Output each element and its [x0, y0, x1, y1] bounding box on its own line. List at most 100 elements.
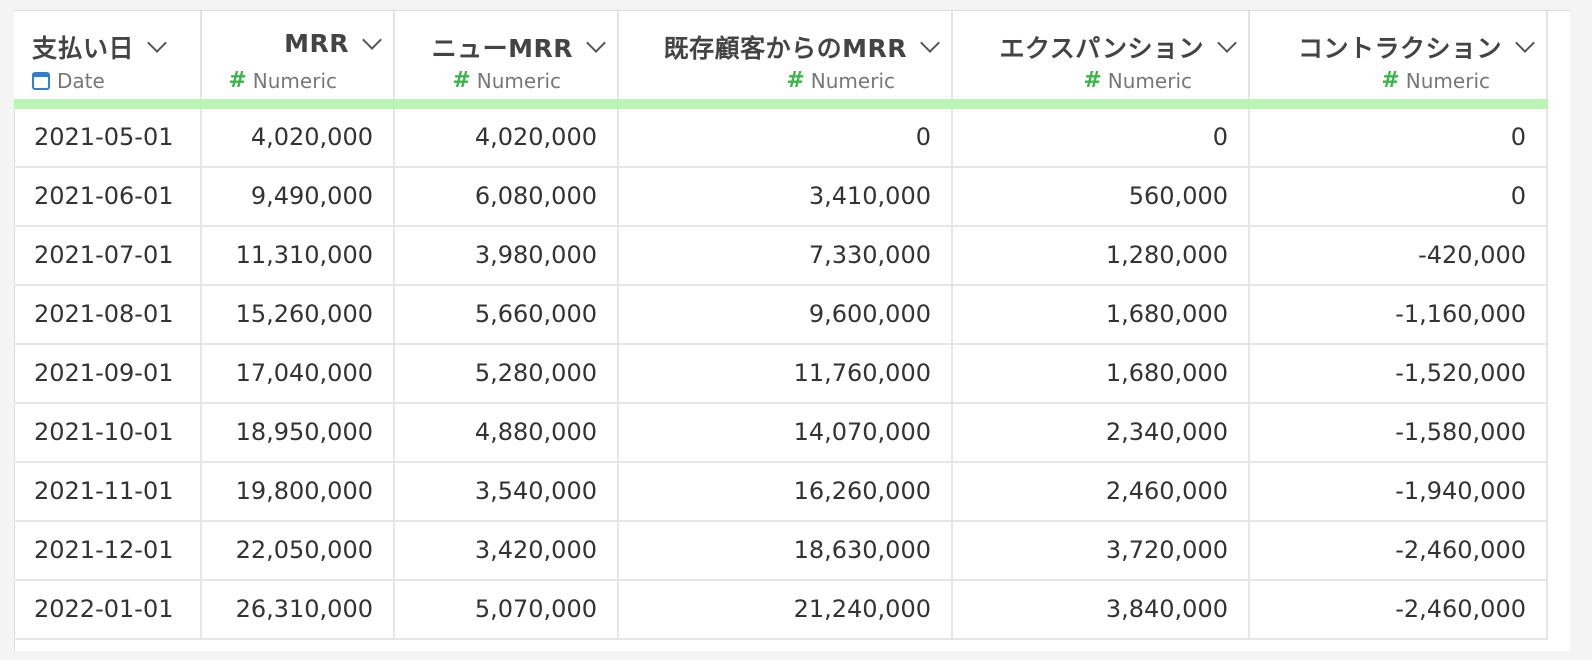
table-cell[interactable]: 7,330,000	[619, 227, 953, 284]
table-cell[interactable]: 2021-06-01	[14, 168, 202, 225]
column-title: 既存顧客からのMRR	[663, 34, 907, 63]
column-title: ニューMRR	[431, 34, 573, 63]
table-row[interactable]: 2021-09-01 17,040,000 5,280,000 11,760,000 1…	[14, 345, 1548, 404]
table-cell[interactable]: 0	[953, 109, 1250, 166]
hash-icon: #	[1381, 68, 1400, 93]
column-type-line: # Numeric	[1268, 69, 1490, 93]
table-cell[interactable]: 19,800,000	[202, 463, 395, 520]
column-type-line: Date	[32, 69, 144, 93]
column-header-existing-mrr[interactable]: 既存顧客からのMRR # Numeric	[619, 11, 953, 99]
table-cell[interactable]: -2,460,000	[1250, 581, 1548, 638]
table-cell[interactable]: -1,520,000	[1250, 345, 1548, 402]
table-cell[interactable]: 14,070,000	[619, 404, 953, 461]
table-cell[interactable]: 2022-01-01	[14, 581, 202, 638]
table-cell[interactable]: 22,050,000	[202, 522, 395, 579]
column-title-line: エクスパンション	[971, 29, 1237, 65]
table-row[interactable]: 2021-08-01 15,260,000 5,660,000 9,600,000 1,…	[14, 286, 1548, 345]
column-title: MRR	[284, 29, 349, 58]
table-cell[interactable]: 2,340,000	[953, 404, 1250, 461]
table-row[interactable]: 2022-01-01 26,310,000 5,070,000 21,240,000 3…	[14, 581, 1548, 640]
chevron-down-icon[interactable]	[586, 33, 606, 53]
column-header-contraction[interactable]: コントラクション # Numeric	[1250, 11, 1548, 99]
column-header-payment-date[interactable]: 支払い日 Date	[14, 11, 202, 99]
table-cell[interactable]: 560,000	[953, 168, 1250, 225]
table-cell[interactable]: 18,630,000	[619, 522, 953, 579]
table-cell[interactable]: 11,310,000	[202, 227, 395, 284]
table-cell[interactable]: 5,070,000	[395, 581, 619, 638]
table-cell[interactable]: 9,600,000	[619, 286, 953, 343]
table-cell[interactable]: 9,490,000	[202, 168, 395, 225]
table-body: 2021-05-01 4,020,000 4,020,000 0 0 0 2021-06-0…	[14, 109, 1548, 640]
table-cell[interactable]: 1,280,000	[953, 227, 1250, 284]
table-cell[interactable]: 11,760,000	[619, 345, 953, 402]
table-cell[interactable]: 3,980,000	[395, 227, 619, 284]
column-type-label: Date	[57, 69, 105, 93]
table-row[interactable]: 2021-07-01 11,310,000 3,980,000 7,330,000 1,…	[14, 227, 1548, 286]
table-cell[interactable]: 0	[619, 109, 953, 166]
column-type-label: Numeric	[252, 69, 337, 93]
chevron-down-icon[interactable]	[147, 33, 167, 53]
table-cell[interactable]: 3,720,000	[953, 522, 1250, 579]
column-title: 支払い日	[32, 34, 135, 63]
column-title: エクスパンション	[999, 34, 1204, 63]
table-cell[interactable]: -420,000	[1250, 227, 1548, 284]
chevron-down-icon[interactable]	[362, 29, 382, 50]
hash-icon: #	[452, 68, 471, 93]
table-cell[interactable]: -2,460,000	[1250, 522, 1548, 579]
column-title-line: コントラクション	[1268, 29, 1535, 65]
column-header-expansion[interactable]: エクスパンション # Numeric	[953, 11, 1250, 99]
table-cell[interactable]: 16,260,000	[619, 463, 953, 520]
table-cell[interactable]: 3,840,000	[953, 581, 1250, 638]
table-cell[interactable]: 15,260,000	[202, 286, 395, 343]
table-cell[interactable]: 4,880,000	[395, 404, 619, 461]
column-type-label: Numeric	[1107, 69, 1192, 93]
column-header-new-mrr[interactable]: ニューMRR # Numeric	[395, 11, 619, 99]
table-row[interactable]: 2021-12-01 22,050,000 3,420,000 18,630,000 3…	[14, 522, 1548, 581]
table-cell[interactable]: 6,080,000	[395, 168, 619, 225]
table-cell[interactable]: 3,410,000	[619, 168, 953, 225]
table-cell[interactable]: 4,020,000	[202, 109, 395, 166]
column-type-line: # Numeric	[220, 69, 337, 93]
calendar-icon	[32, 72, 50, 90]
table-cell[interactable]: -1,160,000	[1250, 286, 1548, 343]
column-title-line: ニューMRR	[413, 29, 606, 65]
table-cell[interactable]: -1,940,000	[1250, 463, 1548, 520]
table-cell[interactable]: 1,680,000	[953, 345, 1250, 402]
table-cell[interactable]: 2021-12-01	[14, 522, 202, 579]
table-row[interactable]: 2021-10-01 18,950,000 4,880,000 14,070,000 2…	[14, 404, 1548, 463]
table-row[interactable]: 2021-06-01 9,490,000 6,080,000 3,410,000 560…	[14, 168, 1548, 227]
table-row[interactable]: 2021-05-01 4,020,000 4,020,000 0 0 0	[14, 109, 1548, 168]
table-cell[interactable]: 0	[1250, 109, 1548, 166]
hash-icon: #	[1083, 68, 1102, 93]
table-cell[interactable]: 3,540,000	[395, 463, 619, 520]
column-title: コントラクション	[1297, 34, 1502, 63]
table-cell[interactable]: 21,240,000	[619, 581, 953, 638]
hash-icon: #	[228, 68, 247, 93]
table-cell[interactable]: 3,420,000	[395, 522, 619, 579]
table-cell[interactable]: 2021-07-01	[14, 227, 202, 284]
table-cell[interactable]: 5,280,000	[395, 345, 619, 402]
table-cell[interactable]: 17,040,000	[202, 345, 395, 402]
column-title-line: 支払い日	[32, 29, 186, 65]
chevron-down-icon[interactable]	[1515, 33, 1535, 53]
table-cell[interactable]: 1,680,000	[953, 286, 1250, 343]
table-cell[interactable]: 4,020,000	[395, 109, 619, 166]
table-cell[interactable]: 2,460,000	[953, 463, 1250, 520]
column-type-label: Numeric	[476, 69, 561, 93]
chevron-down-icon[interactable]	[1217, 33, 1237, 53]
chevron-down-icon[interactable]	[920, 33, 940, 53]
table-cell[interactable]: 5,660,000	[395, 286, 619, 343]
table-cell[interactable]: 2021-05-01	[14, 109, 202, 166]
table-cell[interactable]: 2021-11-01	[14, 463, 202, 520]
table-cell[interactable]: 0	[1250, 168, 1548, 225]
table-cell[interactable]: 2021-09-01	[14, 345, 202, 402]
table-cell[interactable]: 2021-10-01	[14, 404, 202, 461]
column-header-mrr[interactable]: MRR # Numeric	[202, 11, 395, 99]
table-row[interactable]: 2021-11-01 19,800,000 3,540,000 16,260,000 2…	[14, 463, 1548, 522]
hash-icon: #	[786, 68, 805, 93]
table-cell[interactable]: 2021-08-01	[14, 286, 202, 343]
table-cell[interactable]: 18,950,000	[202, 404, 395, 461]
table-cell[interactable]: -1,580,000	[1250, 404, 1548, 461]
column-type-line: # Numeric	[413, 69, 561, 93]
table-cell[interactable]: 26,310,000	[202, 581, 395, 638]
